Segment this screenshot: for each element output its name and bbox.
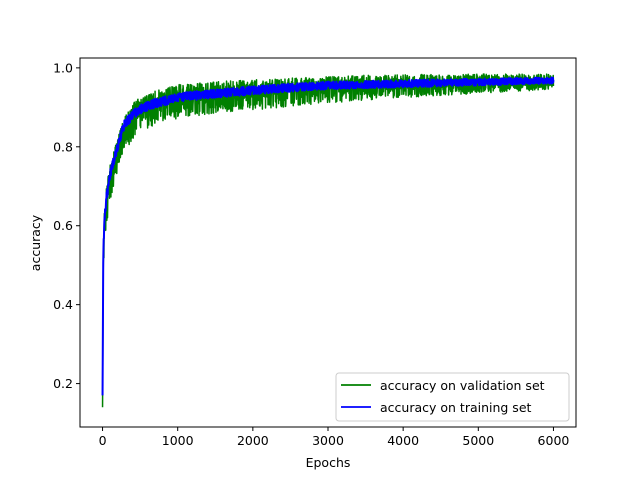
series-line-training	[101, 76, 555, 396]
y-tick-label: 0.4	[53, 297, 73, 312]
series-layer	[101, 73, 555, 408]
x-tick-label: 3000	[312, 433, 344, 448]
x-tick-label: 0	[99, 433, 107, 448]
x-tick-label: 5000	[462, 433, 494, 448]
legend-label-validation: accuracy on validation set	[380, 378, 545, 393]
x-axis-label: Epochs	[306, 455, 351, 470]
y-tick-label: 0.6	[53, 218, 73, 233]
x-tick-label: 6000	[538, 433, 570, 448]
x-tick-label: 2000	[237, 433, 269, 448]
legend-box	[335, 372, 570, 422]
x-tick-label: 1000	[162, 433, 194, 448]
y-tick-label: 1.0	[53, 60, 73, 75]
y-tick-label: 0.8	[53, 139, 73, 154]
y-tick-label: 0.2	[53, 376, 73, 391]
x-tick-label: 4000	[387, 433, 419, 448]
tick-layer: 0 1000 2000 3000 4000 5000 6000 0.2 0.4 0.6 0.8 1.0	[53, 60, 569, 448]
y-axis-label: accuracy	[28, 214, 43, 271]
legend: accuracy on validation set accuracy on t…	[335, 372, 570, 422]
legend-label-training: accuracy on training set	[380, 400, 532, 415]
